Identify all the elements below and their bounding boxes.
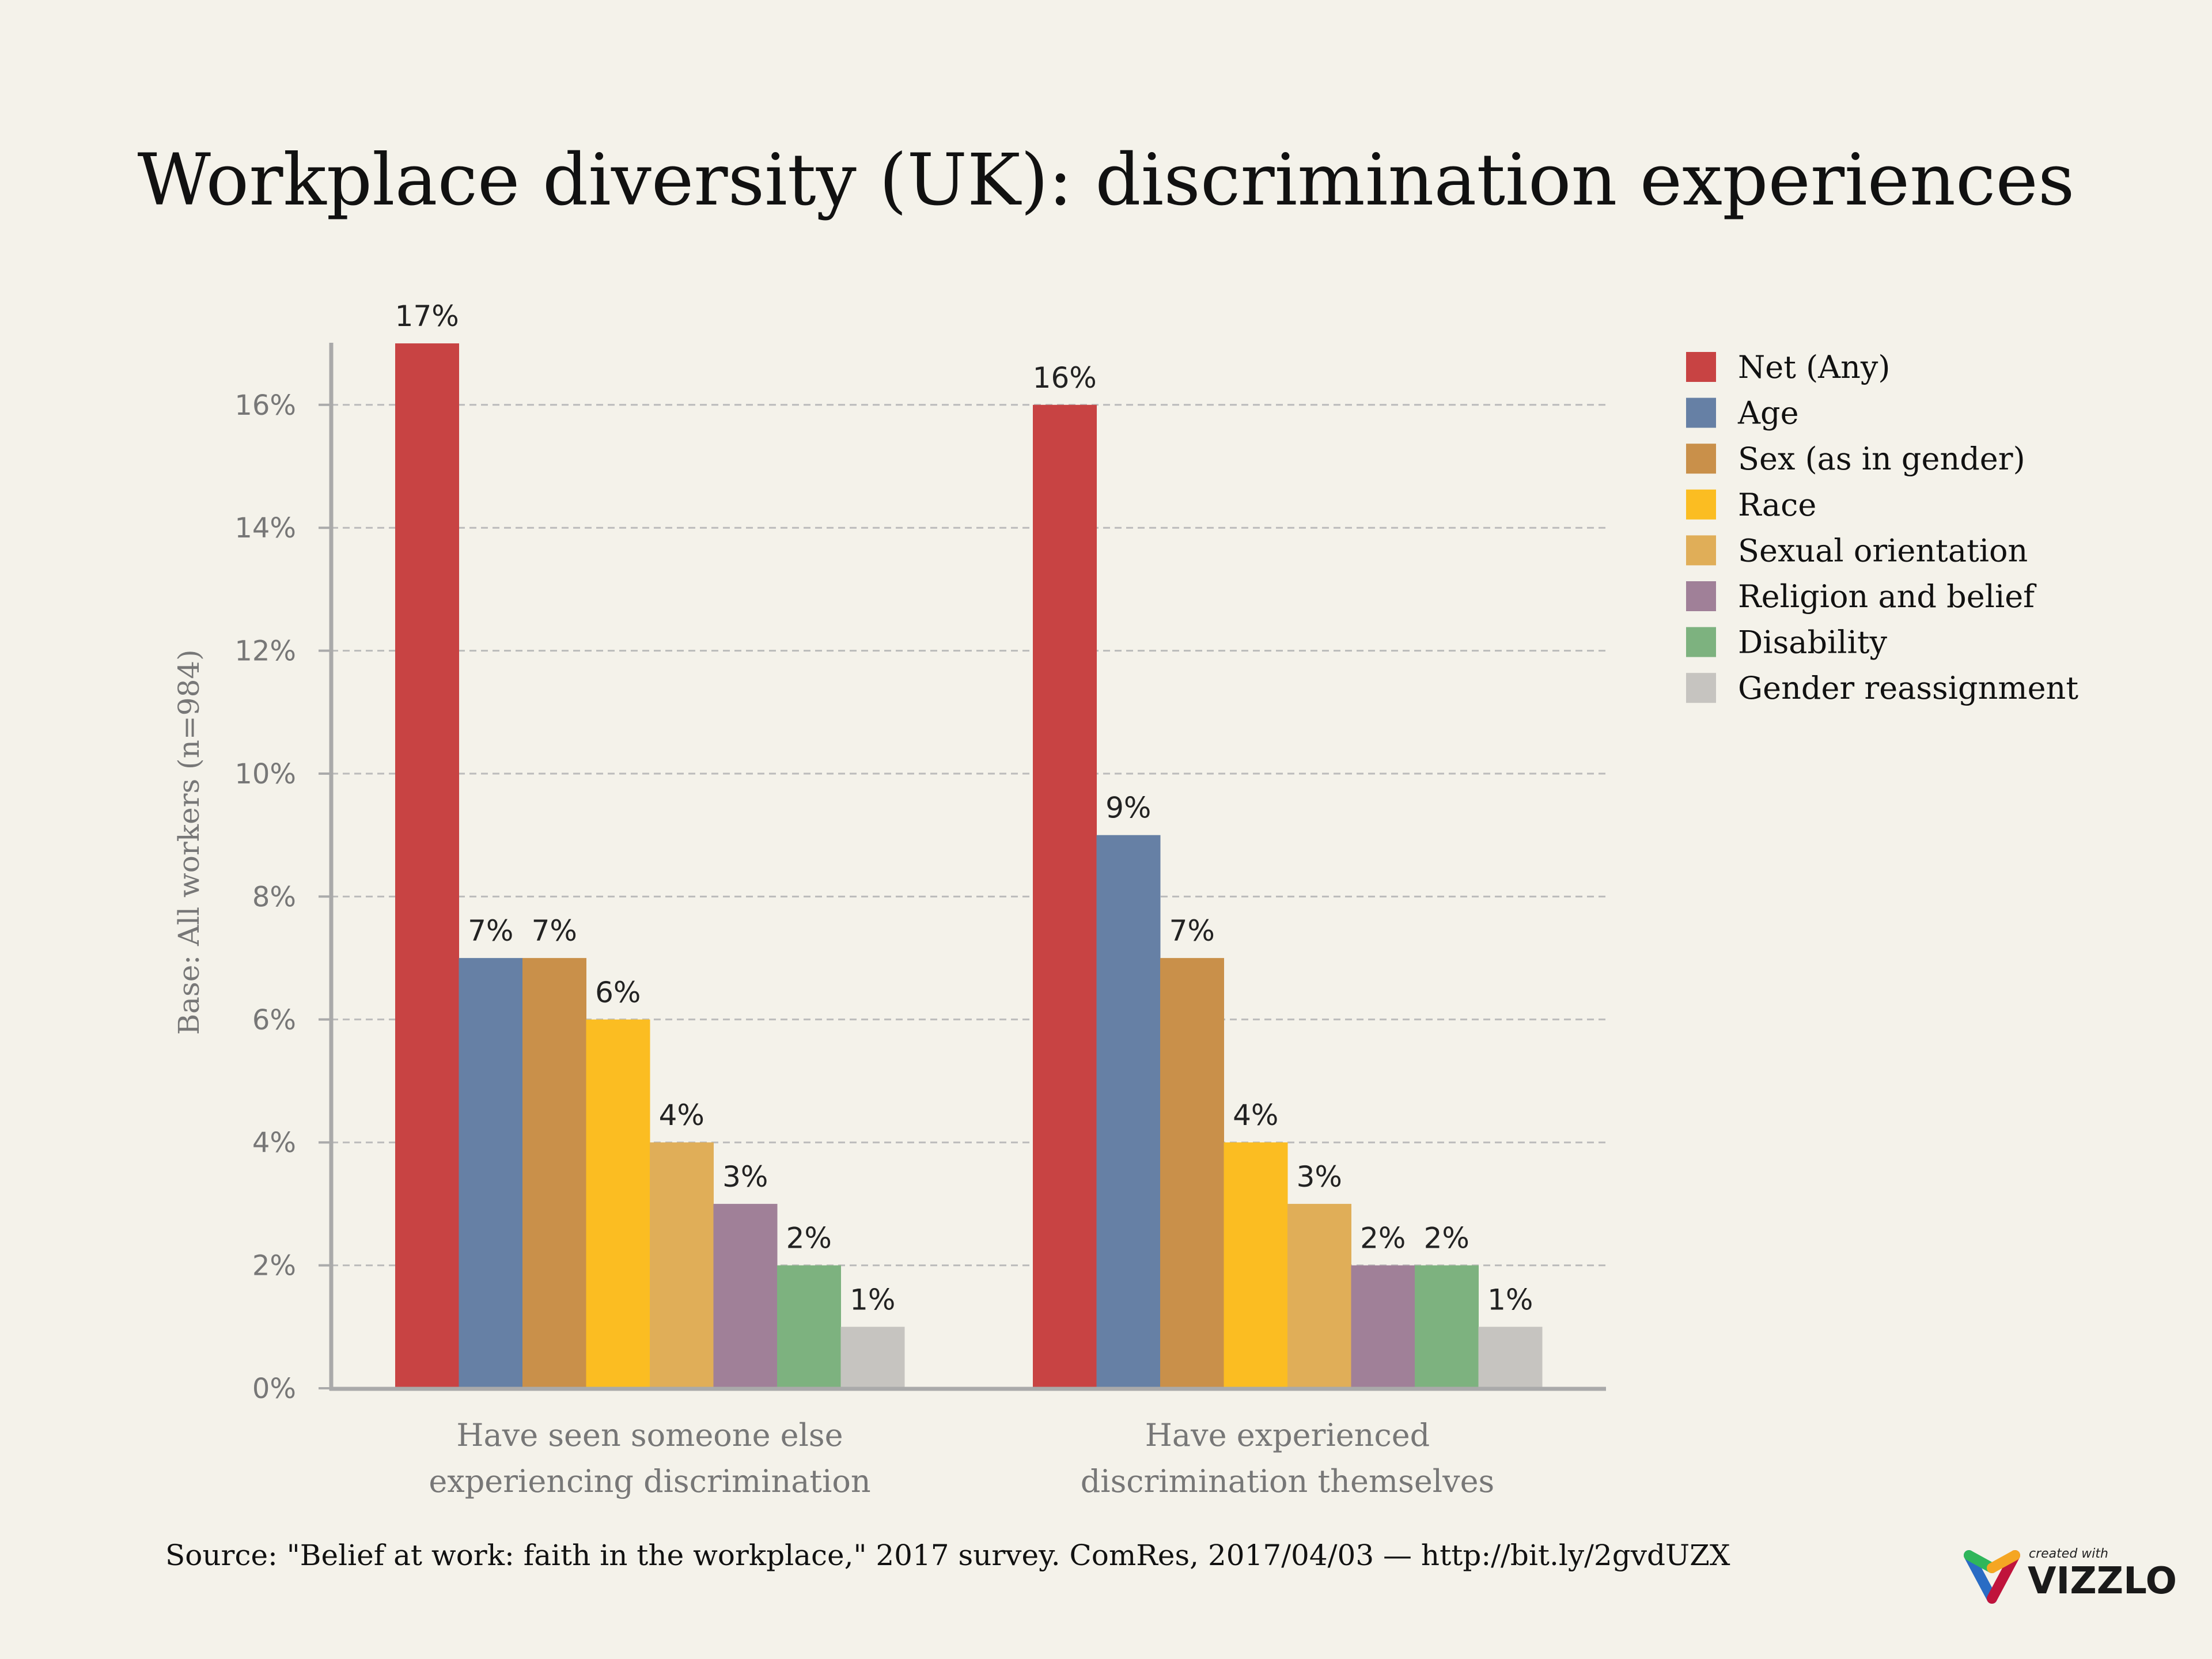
legend-label: Disability [1738, 624, 1888, 661]
data-label: 4% [659, 1099, 704, 1132]
svg-text:VIZZLO: VIZZLO [2028, 1560, 2177, 1603]
y-tick-label: 16% [234, 389, 296, 422]
data-label: 6% [595, 976, 641, 1009]
category-labels: Have seen someone else experiencing discr… [429, 1417, 1494, 1499]
bar [1415, 1265, 1479, 1388]
data-label: 1% [850, 1283, 895, 1316]
bar [522, 958, 586, 1388]
y-tick-label: 2% [252, 1250, 296, 1282]
category-label: discrimination themselves [1081, 1463, 1495, 1499]
legend-item: Race [1686, 487, 1816, 523]
legend-item: Sex (as in gender) [1686, 441, 2025, 477]
data-label: 9% [1105, 791, 1151, 825]
data-label: 1% [1487, 1283, 1533, 1316]
bar [1351, 1265, 1415, 1388]
data-labels: 17% 7% 7% 6% 4% 3% 2% 1% 16% 9% 7% 4% 3% 2% 2% 1% [395, 300, 1533, 1316]
data-label: 2% [786, 1222, 832, 1255]
y-tick-label: 0% [252, 1373, 296, 1405]
data-label: 4% [1233, 1099, 1278, 1132]
legend-label: Gender reassignment [1738, 670, 2078, 706]
legend-label: Net (Any) [1738, 349, 1891, 385]
y-ticks: 0% 2% 4% 6% 8% 10% 12% 14% 16% [234, 389, 331, 1405]
bar [840, 1327, 905, 1388]
data-label: 3% [1297, 1160, 1342, 1194]
chart-title: Workplace diversity (UK): discrimination… [138, 139, 2075, 222]
data-label: 7% [1169, 914, 1215, 948]
bar [1478, 1327, 1543, 1388]
legend-swatch [1686, 673, 1716, 703]
y-tick-label: 6% [252, 1004, 296, 1036]
data-label: 7% [532, 914, 577, 948]
data-label: 2% [1360, 1222, 1406, 1255]
y-tick-label: 8% [252, 881, 296, 913]
legend-item: Disability [1686, 624, 1888, 661]
legend-swatch [1686, 352, 1716, 382]
bar [1160, 958, 1224, 1388]
bar [395, 343, 459, 1388]
legend-swatch [1686, 535, 1716, 566]
legend-swatch [1686, 489, 1716, 520]
y-tick-label: 14% [234, 512, 296, 544]
legend-label: Sex (as in gender) [1738, 441, 2025, 477]
y-axis-label: Base: All workers (n=984) [172, 649, 206, 1035]
y-tick-label: 10% [234, 758, 296, 790]
legend-label: Age [1737, 395, 1799, 431]
legend-item: Gender reassignment [1686, 670, 2078, 706]
bars [395, 343, 1543, 1388]
vizzlo-logo: created with VIZZLO [1964, 1547, 2177, 1604]
bar [586, 1019, 650, 1388]
legend-item: Age [1686, 395, 1799, 431]
legend-item: Sexual orientation [1686, 532, 2028, 569]
data-label: 17% [395, 300, 459, 333]
data-label: 3% [722, 1160, 768, 1194]
legend-swatch [1686, 581, 1716, 611]
data-label: 16% [1033, 361, 1097, 395]
category-label: Have experienced [1145, 1417, 1430, 1453]
bar [713, 1203, 778, 1388]
bar [777, 1265, 841, 1388]
category-label: experiencing discrimination [429, 1463, 870, 1499]
y-tick-label: 12% [234, 635, 296, 668]
legend-item: Net (Any) [1686, 349, 1891, 385]
bar [459, 958, 523, 1388]
legend-swatch [1686, 397, 1716, 428]
legend-label: Race [1738, 487, 1816, 523]
source-note: Source: "Belief at work: faith in the wo… [165, 1539, 1730, 1572]
bar [650, 1142, 714, 1388]
bar [1096, 835, 1161, 1388]
bar [1033, 404, 1097, 1388]
legend-label: Sexual orientation [1738, 532, 2028, 569]
data-label: 2% [1424, 1222, 1469, 1255]
vizzlo-logo-icon [1964, 1550, 2020, 1604]
legend-label: Religion and belief [1738, 578, 2037, 615]
y-tick-label: 4% [252, 1127, 296, 1159]
data-label: 7% [468, 914, 513, 948]
legend: Net (Any) Age Sex (as in gender) Race Sexual… [1686, 349, 2078, 706]
svg-text:created with: created with [2029, 1547, 2108, 1561]
bar [1224, 1142, 1288, 1388]
legend-swatch [1686, 627, 1716, 657]
legend-swatch [1686, 444, 1716, 474]
legend-item: Religion and belief [1686, 578, 2037, 615]
bar [1287, 1203, 1351, 1388]
category-label: Have seen someone else [456, 1417, 843, 1453]
